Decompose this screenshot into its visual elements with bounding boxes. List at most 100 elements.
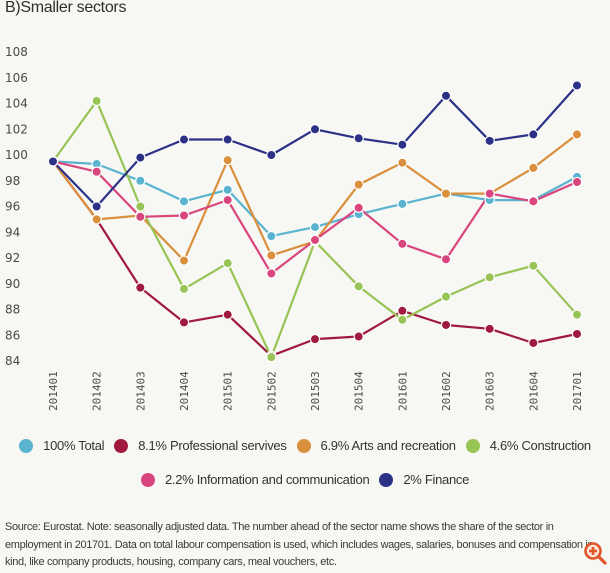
data-point: [528, 337, 539, 349]
y-tick-label: 90: [5, 277, 20, 291]
data-point: [397, 238, 408, 250]
data-point: [178, 283, 190, 295]
data-point: [440, 188, 452, 199]
y-tick-label: 96: [5, 200, 20, 214]
data-point: [178, 255, 190, 266]
y-tick-label: 100: [5, 148, 28, 162]
x-tick-label: 201602: [440, 371, 453, 411]
data-point: [47, 156, 59, 167]
series-points: [47, 80, 583, 363]
legend-item-construction: 4.6% Construction: [465, 438, 591, 453]
data-point: [528, 260, 539, 271]
data-point: [222, 154, 233, 166]
x-tick-label: 201403: [134, 371, 147, 411]
data-point: [91, 214, 102, 225]
data-point: [571, 309, 583, 320]
data-point: [222, 257, 233, 269]
data-point: [353, 281, 364, 292]
data-point: [266, 351, 277, 363]
data-point: [135, 175, 146, 186]
legend-label: 6.9% Arts and recreation: [320, 438, 456, 453]
data-point: [266, 149, 277, 161]
data-point: [91, 166, 102, 177]
y-tick-label: 84: [5, 354, 20, 368]
y-tick-label: 94: [5, 225, 20, 239]
data-point: [135, 201, 146, 212]
legend-marker: [465, 438, 480, 453]
y-tick-label: 88: [5, 303, 20, 317]
x-tick-label: 201501: [222, 371, 235, 411]
data-point: [571, 129, 583, 140]
legend-marker: [140, 472, 155, 487]
legend-marker: [296, 438, 311, 453]
data-point: [571, 80, 583, 91]
data-point: [353, 133, 364, 144]
data-point: [397, 305, 408, 316]
legend-item-information: 2.2% Information and communication: [140, 472, 370, 487]
data-point: [397, 139, 408, 150]
data-point: [397, 198, 408, 210]
data-point: [266, 230, 277, 242]
y-tick-label: 92: [5, 251, 20, 265]
data-point: [309, 333, 321, 345]
legend-marker: [114, 438, 129, 453]
chart-title: B)Smaller sectors: [5, 0, 127, 16]
x-tick-label: 201502: [265, 371, 278, 411]
data-point: [135, 282, 146, 293]
y-axis: 84 86 88 90 92 94 96 98 100 102 104 106 108: [5, 45, 28, 368]
legend-row-1: 100% Total 8.1% Professional servives 6.…: [0, 438, 610, 453]
data-point: [222, 134, 233, 145]
data-point: [309, 221, 321, 233]
data-point: [528, 162, 539, 174]
data-point: [309, 124, 321, 135]
legend-label: 100% Total: [43, 438, 105, 453]
x-tick-label: 201601: [396, 371, 409, 411]
x-tick-label: 201504: [353, 371, 366, 411]
data-point: [484, 323, 495, 335]
data-point: [528, 129, 539, 140]
data-point: [353, 202, 364, 213]
data-point: [353, 331, 364, 342]
data-point: [571, 176, 583, 188]
zoom-in-icon: [584, 542, 607, 565]
data-point: [440, 254, 452, 265]
data-point: [178, 134, 190, 145]
legend-row-2: 2.2% Information and communication 2% Fi…: [0, 472, 610, 487]
data-point: [440, 319, 452, 331]
data-point: [135, 211, 146, 222]
y-tick-label: 106: [5, 71, 28, 85]
x-tick-label: 201404: [178, 371, 191, 411]
x-tick-label: 201503: [309, 371, 322, 411]
y-tick-label: 86: [5, 328, 20, 342]
legend-marker: [379, 472, 394, 487]
data-point: [484, 272, 495, 283]
legend-label: 4.6% Construction: [489, 438, 591, 453]
data-point: [397, 157, 408, 168]
data-point: [353, 179, 364, 190]
data-point: [309, 234, 321, 246]
data-point: [135, 152, 146, 163]
y-tick-label: 108: [5, 45, 28, 59]
data-point: [528, 196, 539, 207]
data-point: [440, 291, 452, 302]
data-point: [222, 194, 233, 206]
data-point: [222, 309, 233, 320]
legend-item-total: 100% Total: [19, 438, 105, 453]
data-point: [178, 196, 190, 207]
data-point: [397, 314, 408, 325]
legend-item-finance: 2% Finance: [379, 472, 469, 487]
legend-label: 2.2% Information and communication: [164, 472, 370, 487]
data-point: [484, 188, 495, 199]
data-point: [484, 135, 495, 147]
legend-label: 2% Finance: [403, 472, 470, 487]
y-tick-label: 98: [5, 174, 20, 188]
x-tick-label: 201401: [47, 371, 60, 411]
source-note: Source: Eurostat. Note: seasonally adjus…: [5, 521, 594, 568]
data-point: [266, 268, 277, 279]
legend-item-arts: 6.9% Arts and recreation: [296, 438, 456, 453]
x-tick-label: 201604: [527, 371, 540, 411]
x-tick-label: 201402: [91, 371, 104, 411]
zoom-in-button[interactable]: [583, 541, 607, 565]
data-point: [222, 184, 233, 195]
